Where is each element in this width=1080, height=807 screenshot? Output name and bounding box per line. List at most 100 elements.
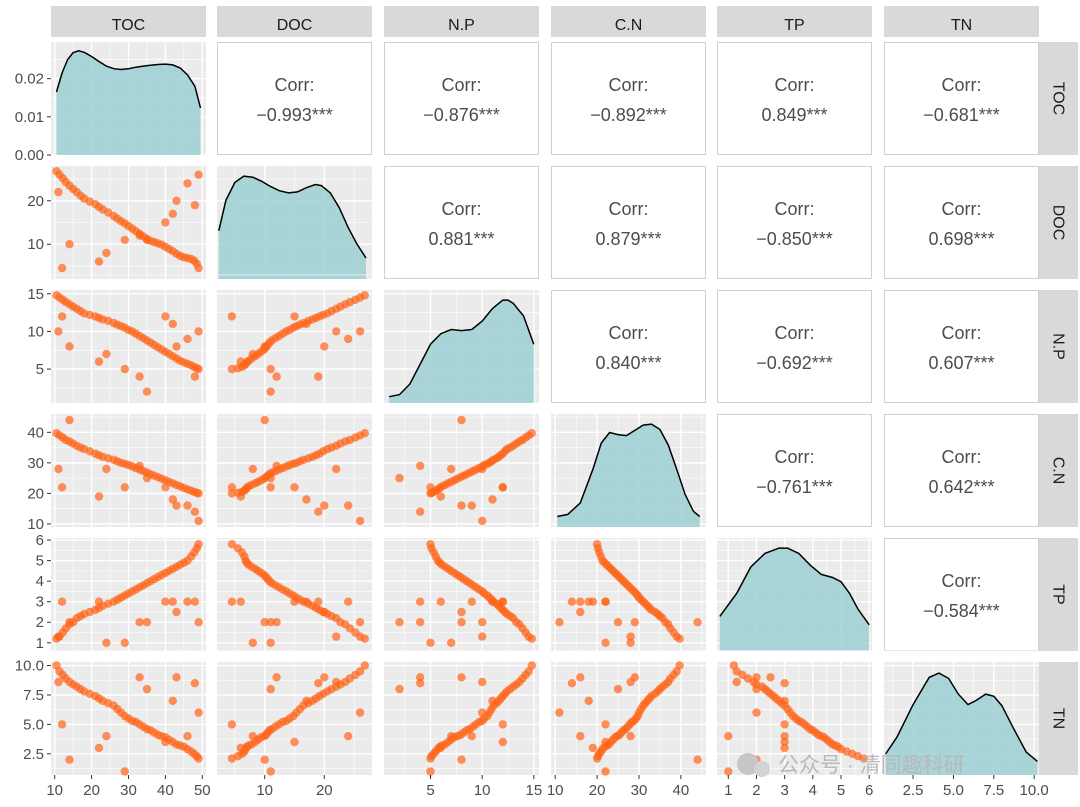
density-area-np [389,300,534,403]
x-tick-label-cn: 20 [589,782,606,799]
scatter-point [457,618,466,627]
x-tick-label-doc: 10 [256,782,273,799]
scatter-point [161,483,170,492]
scatter-point [190,507,200,516]
scatter-point [57,720,67,729]
scatter-point [780,737,789,747]
panel-np-np [384,274,539,403]
scatter-point [272,618,281,627]
panel-np-doc [217,274,372,403]
corr-label: Corr: [775,447,815,467]
scatter-point [120,767,129,776]
scatter-point [54,677,63,687]
scatter-point [135,618,144,627]
column-strip-np [384,6,539,37]
scatter-point [94,257,104,266]
scatter-point [272,673,281,682]
x-tick-label-tp: 1 [724,782,732,799]
panel-background [384,414,539,527]
scatter-point [576,607,585,617]
scatter-point [478,677,487,687]
wechat-icon [737,753,759,775]
scatter-point [344,732,353,741]
panel-cn-cn [551,414,706,540]
scatter-point [467,597,476,606]
corr-panel-border [884,414,1039,527]
scatter-point [94,357,104,366]
scatter-point [344,334,353,344]
scatter-point [120,364,129,374]
scatter-point [57,263,67,273]
scatter-point [227,312,237,321]
scatter-point [395,684,404,694]
scatter-point [601,638,610,647]
density-line-cn [557,423,701,518]
scatter-point [601,720,610,729]
x-tick-label-tp: 5 [837,782,845,799]
scatter-point [290,483,299,492]
x-tick-label-toc: 30 [120,782,137,799]
scatter-point [236,357,245,366]
scatter-point [194,618,203,627]
corr-value: 0.840*** [595,353,661,373]
scatter-point [65,755,74,764]
x-tick-label-tn: 7.5 [983,782,1004,799]
panel-tp-tn: Corr: −0.584*** [884,538,1039,651]
corr-label: Corr: [942,571,982,591]
scatter-point [592,540,602,549]
scatter-point [236,492,245,501]
corr-value: −0.584*** [923,601,1000,621]
panel-tp-toc [51,529,206,654]
scatter-point [567,597,577,606]
scatter-point [266,618,275,627]
scatter-point [426,638,435,647]
corr-label: Corr: [442,199,482,219]
scatter-point [248,349,257,359]
scatter-point [183,501,192,510]
scatter-point [426,489,435,498]
corr-panel-border [717,166,872,279]
corr-value: −0.892*** [590,105,667,125]
scatter-point [142,387,152,396]
panel-cn-np [384,414,539,540]
panel-tn-tp [717,650,872,776]
corr-panel-border [884,290,1039,403]
y-tick-label-tp: 3 [36,594,44,611]
scatter-point [194,489,203,498]
scatter-point [320,501,329,510]
scatter-point [332,677,341,687]
scatter-point [436,597,445,606]
y-tick-label-tp: 6 [36,532,44,549]
scatter-point [266,387,275,396]
strip-layer: TOC DOC N.P C.N TP TN TOC DOC N.P C.N TP TN [51,6,1078,775]
scatter-point [57,483,67,492]
panel-np-tn: Corr: 0.607*** [884,290,1039,403]
scatter-point [320,342,329,351]
scatter-point [498,597,507,606]
y-tick-label-np: 15 [27,286,44,303]
y-tick-label-cn: 40 [27,424,44,441]
scatter-point [94,743,104,753]
scatter-point [457,501,466,510]
scatter-point [447,732,456,741]
scatter-point [94,492,104,501]
column-strip-label-tp: TP [784,17,804,34]
x-tick-label-cn: 30 [631,782,648,799]
corr-label: Corr: [609,75,649,95]
x-tick-label-toc: 20 [83,782,100,799]
scatter-point [290,312,299,321]
x-tick-label-doc: 20 [316,782,333,799]
corr-panel-border [551,290,706,403]
scatter-point [592,754,602,763]
scatter-point [102,638,111,647]
scatter-point [227,489,237,498]
scatter-point [859,754,868,763]
x-tick-label-tn: 5.0 [943,782,964,799]
corr-value: 0.698*** [928,229,994,249]
scatter-point [190,372,200,381]
corr-value: −0.761*** [756,477,833,497]
corr-label: Corr: [942,323,982,343]
row-strip-label-tp: TP [1050,584,1067,604]
density-line-np [389,299,535,398]
corr-label: Corr: [942,75,982,95]
